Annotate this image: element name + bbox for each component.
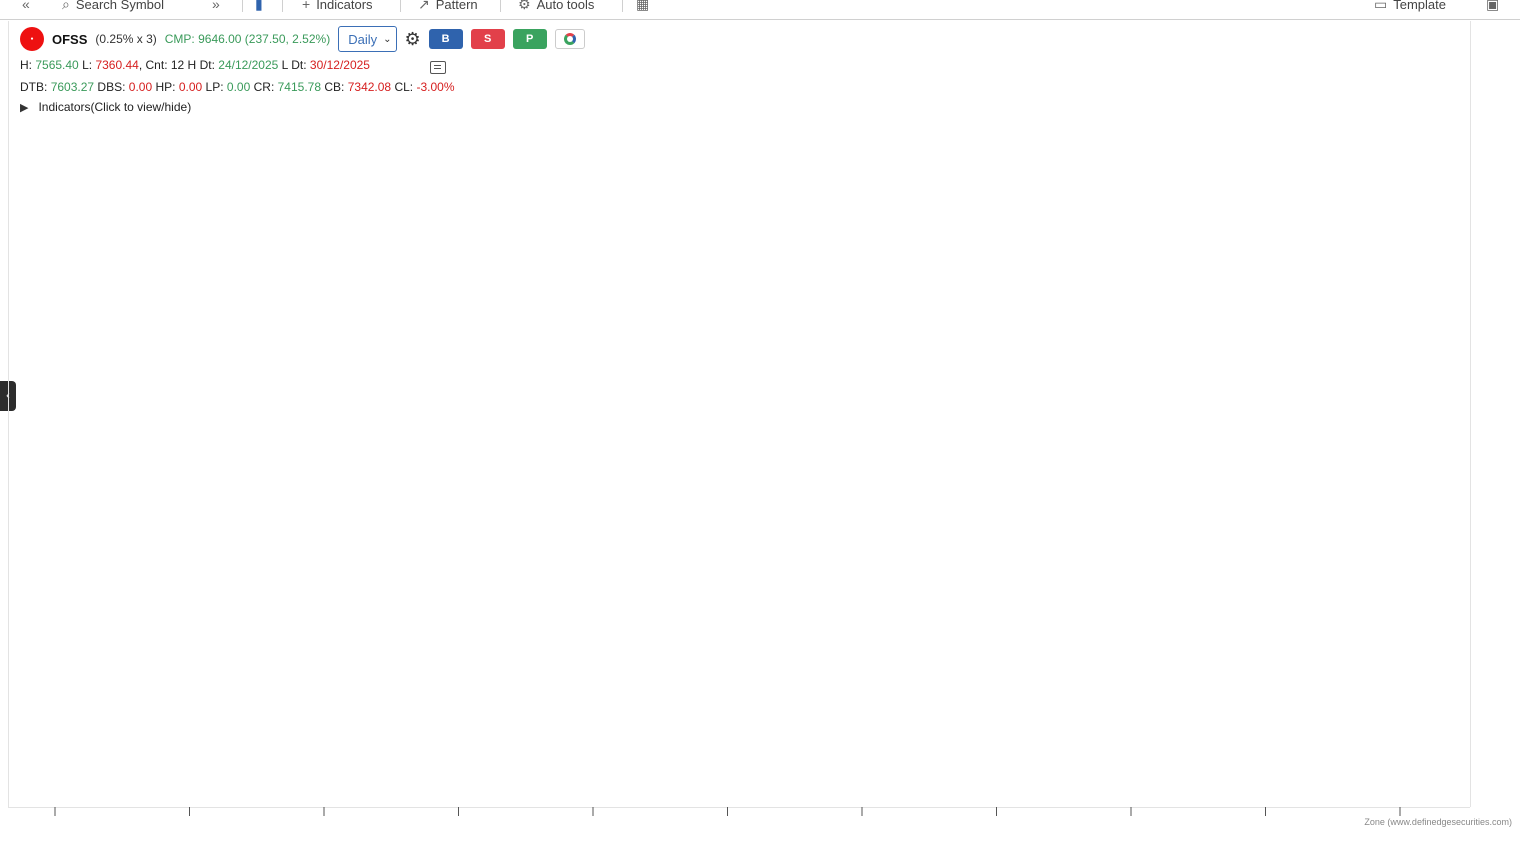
back-icon[interactable]: « (22, 0, 30, 12)
search-input[interactable]: Search Symbol (75, 0, 164, 12)
box-size-info: (0.25% x 3) (95, 32, 157, 46)
cr-value: 7415.78 (277, 80, 322, 94)
top-toolbar: « ⌕ Search Symbol » ▮ + Indicators ↗ Pat… (0, 0, 1520, 20)
cl-label: CL: (394, 80, 414, 94)
template-button[interactable]: ▭ Template (1374, 0, 1446, 14)
auto-tools-label: Auto tools (536, 0, 595, 12)
ldt-value: 30/12/2025 (309, 58, 370, 72)
h-value: 7565.40 (35, 58, 79, 72)
play-triangle-icon: ▶ (20, 101, 29, 114)
settings-gear-icon[interactable]: ⚙ (404, 28, 421, 49)
dbs-label: DBS: (97, 80, 126, 94)
symbol-search[interactable]: ⌕ Search Symbol (62, 0, 164, 14)
l-label: L: (82, 58, 93, 72)
pattern-label: Pattern (435, 0, 478, 12)
symbol-logo: ● (20, 27, 44, 51)
timeframe-select[interactable]: Daily ⌄ (338, 26, 397, 52)
hp-label: HP: (155, 80, 176, 94)
color-ring-button[interactable] (554, 29, 585, 49)
toolbar-divider (242, 0, 243, 12)
dt-value: 24/12/2025 (218, 58, 279, 72)
forward-icon[interactable]: » (212, 0, 220, 12)
toolbar-divider (622, 0, 623, 12)
dtb-label: DTB: (20, 80, 48, 94)
lp-label: LP: (205, 80, 224, 94)
cr-label: CR: (253, 80, 275, 94)
chevron-down-icon: ⌄ (383, 33, 392, 45)
toolbar-divider (282, 0, 283, 12)
h-label: H: (20, 58, 32, 72)
sell-button[interactable]: S (470, 29, 505, 49)
pattern-stats-row: H: 7565.40 L: 7360.44, Cnt: 12 H Dt: 24/… (20, 58, 370, 72)
dbs-value: 0.00 (128, 80, 153, 94)
ldt-label: L Dt: (281, 58, 307, 72)
indicators-toggle-label: Indicators(Click to view/hide) (38, 100, 192, 114)
dt-label: Dt: (199, 58, 215, 72)
toolbar-divider (400, 0, 401, 12)
chevron-left-icon: ‹ (6, 390, 10, 402)
chart-header: ● OFSS (0.25% x 3) CMP: 9646.00 (237.50,… (20, 26, 585, 114)
candle-type-icon[interactable]: ▮ (255, 0, 263, 12)
cb-label: CB: (324, 80, 345, 94)
l-value: 7360.44 (95, 58, 139, 72)
toolbar-divider (500, 0, 501, 12)
chart-area (8, 21, 1470, 807)
indicators-toggle[interactable]: ▶ Indicators(Click to view/hide) (20, 100, 191, 114)
p-button[interactable]: P (512, 29, 547, 49)
cnt-label: Cnt: (145, 58, 168, 72)
save-icon[interactable]: ▣ (1486, 0, 1500, 12)
template-icon: ▭ (1374, 0, 1388, 12)
comment-icon[interactable] (430, 61, 446, 74)
buy-button[interactable]: B (428, 29, 463, 49)
lp-value: 0.00 (226, 80, 251, 94)
time-axis-line (8, 807, 1470, 808)
pattern-icon: ↗ (418, 0, 430, 12)
indicators-label: Indicators (316, 0, 373, 12)
indicators-icon: + (302, 0, 311, 12)
auto-tools-button[interactable]: ⚙ Auto tools (518, 0, 594, 14)
symbol-name[interactable]: OFSS (52, 31, 88, 47)
price-axis-line (1470, 21, 1471, 807)
cb-value: 7342.08 (347, 80, 392, 94)
dtb-value: 7603.27 (50, 80, 95, 94)
layout-grid-icon[interactable]: ▦ (636, 0, 650, 12)
footer-credit: Zone (www.definedgesecurities.com) (1364, 817, 1512, 827)
timeframe-value: Daily (348, 31, 378, 47)
level-stats-row: DTB: 7603.27 DBS: 0.00 HP: 0.00 LP: 0.00… (20, 80, 455, 94)
current-price: CMP: 9646.00 (237.50, 2.52%) (164, 32, 331, 46)
hp-value: 0.00 (178, 80, 203, 94)
cnt-value: 12 H (170, 58, 197, 72)
search-icon: ⌕ (62, 0, 70, 12)
cl-value: -3.00% (416, 80, 455, 94)
pattern-button[interactable]: ↗ Pattern (418, 0, 478, 14)
template-label: Template (1393, 0, 1446, 12)
auto-tools-icon: ⚙ (518, 0, 531, 12)
color-ring-icon (563, 33, 576, 45)
indicators-button[interactable]: + Indicators (302, 0, 373, 14)
